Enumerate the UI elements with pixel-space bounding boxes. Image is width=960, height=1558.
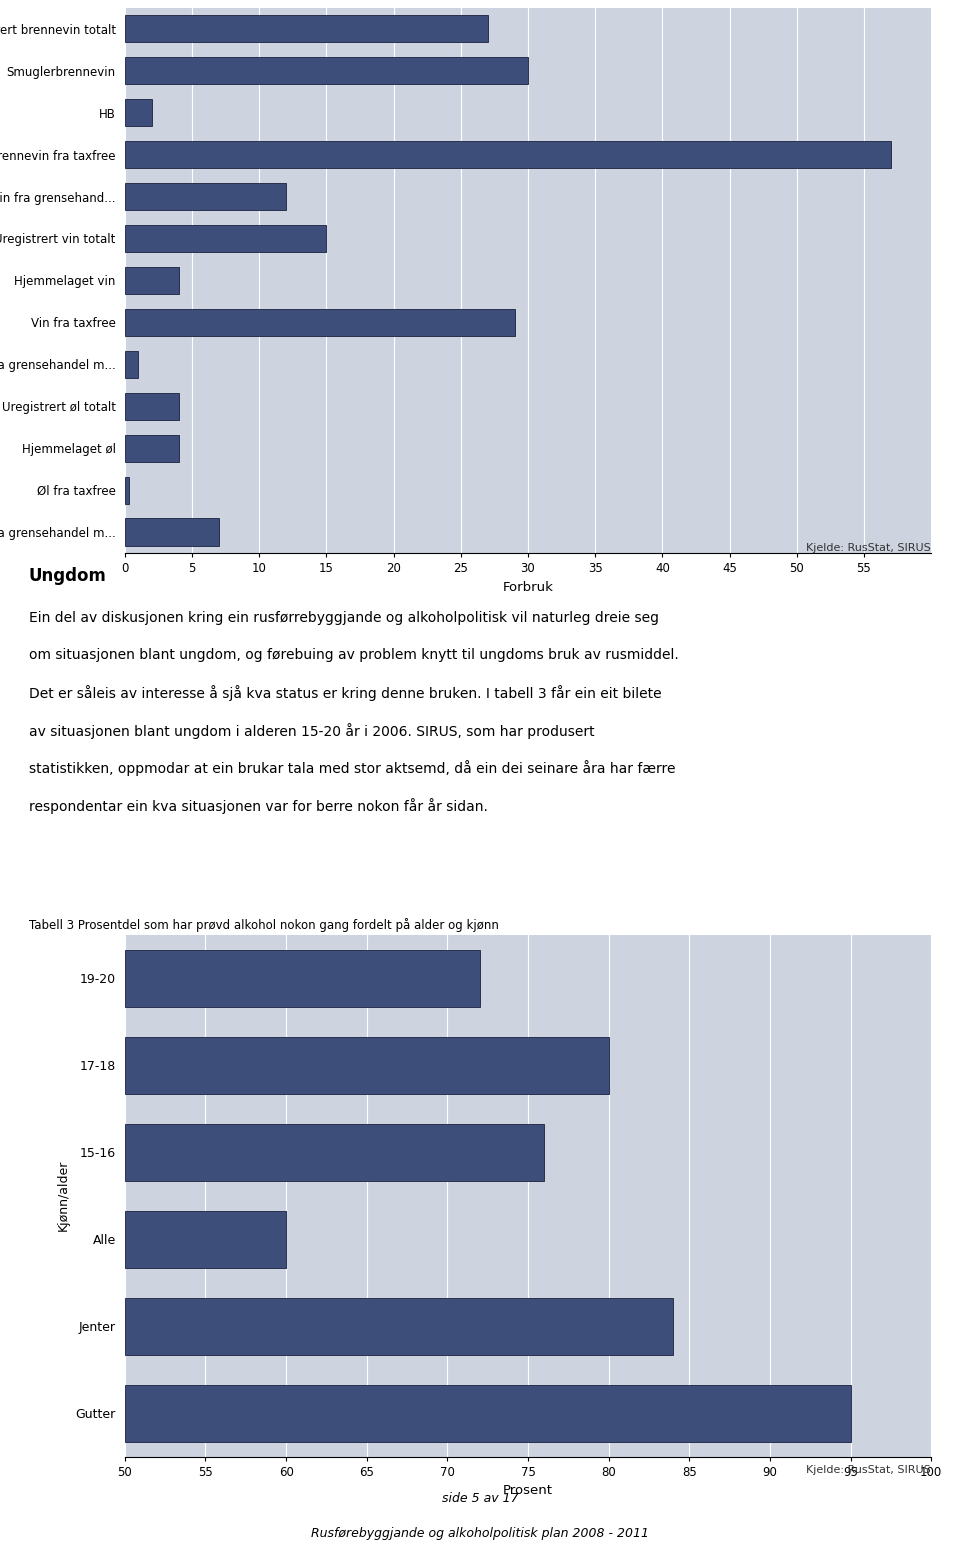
Text: Ein del av diskusjonen kring ein rusførrebyggjande og alkoholpolitisk vil naturl: Ein del av diskusjonen kring ein rusførr…: [29, 611, 659, 625]
Text: Tabell 3 Prosentdel som har prøvd alkohol nokon gang fordelt på alder og kjønn: Tabell 3 Prosentdel som har prøvd alkoho…: [29, 918, 498, 932]
Bar: [125, 224, 326, 252]
Bar: [125, 1038, 609, 1094]
Text: Det er såleis av interesse å sjå kva status er kring denne bruken. I tabell 3 få: Det er såleis av interesse å sjå kva sta…: [29, 686, 661, 701]
Text: respondentar ein kva situasjonen var for berre nokon får år sidan.: respondentar ein kva situasjonen var for…: [29, 798, 488, 813]
Bar: [125, 435, 179, 461]
Bar: [125, 1211, 286, 1268]
Bar: [125, 308, 515, 337]
Bar: [125, 100, 152, 126]
Text: av situasjonen blant ungdom i alderen 15-20 år i 2006. SIRUS, som har produsert: av situasjonen blant ungdom i alderen 15…: [29, 723, 594, 738]
Bar: [125, 1298, 673, 1354]
Text: Rusførebyggjande og alkoholpolitisk plan 2008 - 2011: Rusførebyggjande og alkoholpolitisk plan…: [311, 1527, 649, 1539]
Bar: [125, 393, 179, 421]
Bar: [125, 140, 891, 168]
Y-axis label: Kjønn/alder: Kjønn/alder: [57, 1161, 70, 1231]
Bar: [125, 266, 179, 294]
Bar: [125, 182, 286, 210]
Text: Kjelde: RusStat, SIRUS: Kjelde: RusStat, SIRUS: [806, 1465, 931, 1474]
Text: om situasjonen blant ungdom, og førebuing av problem knytt til ungdoms bruk av r: om situasjonen blant ungdom, og førebuin…: [29, 648, 679, 662]
Bar: [125, 58, 528, 84]
Bar: [125, 1385, 851, 1441]
Text: statistikken, oppmodar at ein brukar tala med stor aktsemd, då ein dei seinare å: statistikken, oppmodar at ein brukar tal…: [29, 760, 675, 776]
X-axis label: Forbruk: Forbruk: [503, 581, 553, 594]
Bar: [125, 519, 219, 545]
Bar: [125, 950, 480, 1006]
Bar: [125, 16, 488, 42]
Bar: [125, 351, 138, 379]
Text: Ungdom: Ungdom: [29, 567, 107, 586]
Bar: [125, 1123, 544, 1181]
Text: Kjelde: RusStat, SIRUS: Kjelde: RusStat, SIRUS: [806, 544, 931, 553]
X-axis label: Prosent: Prosent: [503, 1485, 553, 1497]
Bar: [125, 477, 129, 503]
Text: side 5 av 17: side 5 av 17: [442, 1493, 518, 1505]
